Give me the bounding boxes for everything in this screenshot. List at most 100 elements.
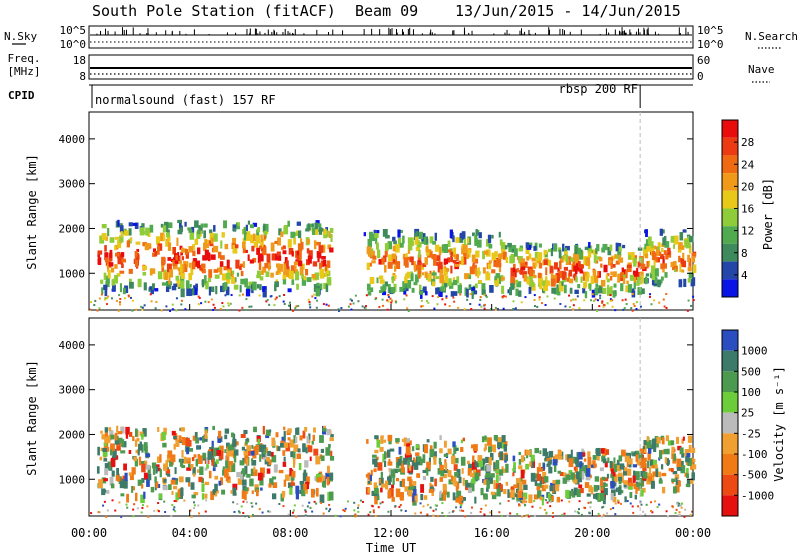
echo-cell [413,489,417,496]
echo-cell [466,249,471,258]
echo-cell [104,468,109,476]
echo-cell [568,269,573,277]
echo-cell [185,251,189,259]
echo-cell [453,464,458,471]
echo-cell [243,249,248,253]
echo-cell [375,235,378,245]
echo-cell [263,230,267,239]
echo-cell [193,507,196,510]
echo-cell [198,455,203,464]
echo-cell [471,287,475,291]
echo-cell [275,432,279,438]
echo-cell [587,501,590,504]
echo-cell [112,284,116,291]
echo-cell [98,511,101,514]
echo-cell [220,285,225,293]
echo-cell [392,236,396,242]
x-tick-label: 00:00 [71,526,107,540]
echo-cell [109,449,113,456]
echo-cell [500,241,505,250]
echo-cell [680,465,686,474]
echo-cell [463,308,466,311]
echo-cell [189,232,195,240]
echo-cell [224,243,229,250]
echo-cell [512,468,516,472]
echo-cell [251,505,254,508]
echo-cell [132,222,138,226]
echo-cell [186,287,191,297]
echo-cell [275,296,278,299]
echo-cell [479,296,482,299]
echo-cell [320,455,325,462]
echo-cell [582,287,586,294]
echo-cell [352,514,355,517]
echo-cell [628,482,634,487]
echo-cell [265,300,268,303]
echo-cell [616,465,622,472]
echo-cell [405,273,410,278]
echo-cell [536,305,539,308]
station-title: South Pole Station (fitACF) [92,2,336,20]
echo-cell [625,303,628,306]
echo-cell [641,275,644,284]
echo-cell [628,255,632,260]
echo-cell [410,484,414,491]
echo-cell [503,441,508,447]
echo-cell [510,283,515,290]
echo-cell [384,480,389,490]
echo-cell [539,282,543,290]
echo-cell [167,242,172,251]
echo-cell [380,286,383,290]
echo-cell [191,226,195,233]
echo-cell [352,302,355,305]
echo-cell [559,451,564,460]
echo-cell [180,251,183,256]
echo-cell [180,299,183,302]
echo-cell [468,284,472,290]
echo-cell [140,305,143,308]
echo-cell [212,303,215,306]
echo-cell [546,501,549,504]
echo-cell [631,451,634,456]
echo-cell [407,489,413,497]
echo-cell [283,293,286,296]
echo-cell [303,276,307,281]
echo-cell [573,253,578,260]
echo-cell [572,308,575,311]
echo-cell [611,476,615,483]
echo-cell [450,265,453,274]
echo-cell [295,271,300,281]
echo-cell [337,308,340,311]
echo-cell [611,299,614,302]
echo-cell [513,308,516,311]
echo-cell [498,476,501,481]
echo-cell [223,220,227,229]
echo-cell [587,456,592,466]
echo-cell [106,447,110,452]
echo-cell [565,474,571,481]
echo-cell [677,480,681,487]
echo-cell [233,228,237,232]
colorbar-tick-label: 20 [741,180,754,193]
echo-cell [632,511,635,514]
echo-cell [279,263,283,272]
echo-cell [139,431,144,436]
echo-cell [146,478,150,487]
echo-cell [295,305,298,308]
echo-cell [107,263,110,272]
colorbar-swatch [722,279,738,297]
echo-cell [287,239,292,248]
echo-cell [595,447,601,457]
echo-cell [435,287,440,295]
echo-cell [640,489,644,497]
echo-cell [184,308,187,311]
echo-cell [603,477,609,482]
echo-cell [647,448,652,454]
echo-cell [543,508,546,511]
echo-cell [375,242,379,250]
echo-cell [598,287,602,294]
echo-cell [590,487,594,495]
echo-cell [626,468,632,476]
echo-cell [691,472,695,481]
echo-cell [422,286,427,293]
